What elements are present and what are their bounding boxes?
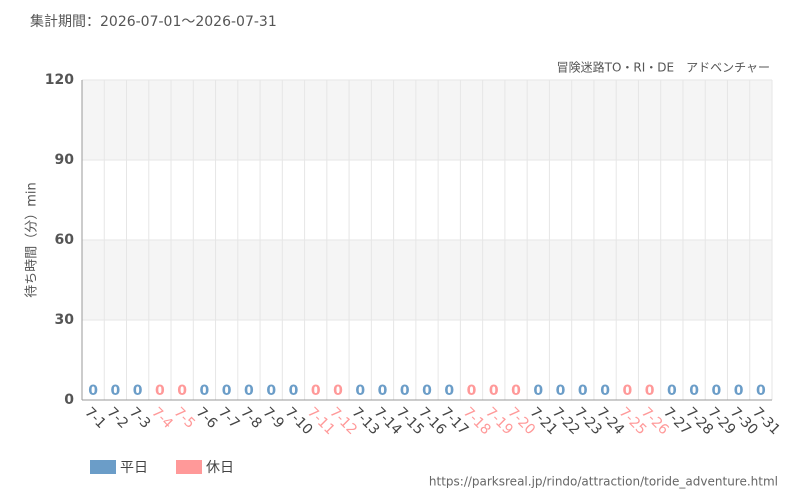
data-label: 0 xyxy=(734,383,744,399)
data-label: 0 xyxy=(177,383,187,399)
data-label: 0 xyxy=(533,383,543,399)
data-label: 0 xyxy=(200,383,210,399)
x-tick-label: 7-4 xyxy=(148,404,176,432)
chart-subtitle: 冒険迷路TO・RI・DE アドベンチャー xyxy=(557,60,770,75)
x-tick-label: 7-5 xyxy=(171,404,198,431)
y-tick-label: 120 xyxy=(45,72,74,88)
data-label: 0 xyxy=(711,383,721,399)
y-tick-label: 30 xyxy=(55,312,75,328)
data-label: 0 xyxy=(244,383,254,399)
data-label: 0 xyxy=(111,383,121,399)
data-label: 0 xyxy=(511,383,521,399)
data-label: 0 xyxy=(645,383,655,399)
plot-band xyxy=(82,80,772,160)
data-label: 0 xyxy=(333,383,343,399)
legend-label: 平日 xyxy=(120,460,148,476)
data-label: 0 xyxy=(266,383,276,399)
data-label: 0 xyxy=(556,383,566,399)
data-label: 0 xyxy=(222,383,232,399)
y-tick-label: 0 xyxy=(64,392,74,408)
data-label: 0 xyxy=(667,383,677,399)
data-label: 0 xyxy=(378,383,388,399)
data-label: 0 xyxy=(400,383,410,399)
x-tick-label: 7-2 xyxy=(104,404,131,431)
data-label: 0 xyxy=(289,383,299,399)
data-label: 0 xyxy=(578,383,588,399)
data-label: 0 xyxy=(422,383,432,399)
legend-label: 休日 xyxy=(206,460,234,476)
legend-swatch xyxy=(90,460,116,474)
data-label: 0 xyxy=(88,383,98,399)
y-axis-label: 待ち時間（分）min xyxy=(25,182,40,298)
y-tick-label: 60 xyxy=(55,232,75,248)
data-label: 0 xyxy=(689,383,699,399)
x-tick-label: 7-9 xyxy=(260,404,287,431)
data-label: 0 xyxy=(622,383,632,399)
x-tick-label: 7-6 xyxy=(193,404,221,432)
y-tick-label: 90 xyxy=(55,152,75,168)
plot-band xyxy=(82,240,772,320)
data-label: 0 xyxy=(467,383,477,399)
data-label: 0 xyxy=(489,383,499,399)
data-label: 0 xyxy=(133,383,143,399)
data-label: 0 xyxy=(756,383,766,399)
x-tick-label: 7-7 xyxy=(215,404,242,431)
data-label: 0 xyxy=(355,383,365,399)
source: https://parksreal.jp/rindo/attraction/to… xyxy=(429,475,778,489)
x-tick-label: 7-3 xyxy=(126,404,153,431)
chart-title: 集計期間：2026-07-01～2026-07-31 xyxy=(30,13,277,30)
x-tick-label: 7-1 xyxy=(81,404,108,431)
data-label: 0 xyxy=(600,383,610,399)
data-label: 0 xyxy=(444,383,454,399)
data-label: 0 xyxy=(311,383,321,399)
x-tick-label: 7-8 xyxy=(237,404,264,431)
data-label: 0 xyxy=(155,383,165,399)
legend-swatch xyxy=(176,460,202,474)
